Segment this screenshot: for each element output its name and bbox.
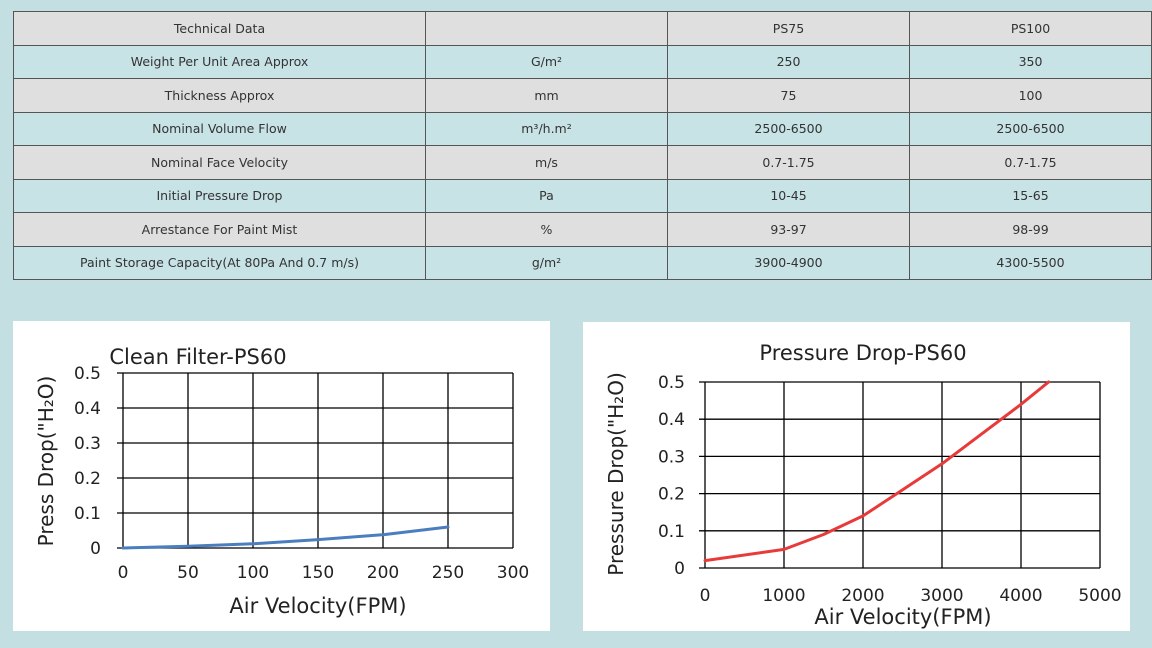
- row-ps75-value: 2500-6500: [667, 111, 910, 146]
- table-row: Nominal Volume Flow m³/h.m² 2500-6500 25…: [13, 111, 1152, 146]
- y-tick-label: 0.4: [658, 410, 685, 430]
- row-ps100-value: 100: [909, 78, 1152, 113]
- table-row: Thickness Approx mm 75 100: [13, 78, 1152, 113]
- technical-data-table-wrap: Technical Data PS75 PS100 Weight Per Uni…: [13, 11, 1152, 280]
- header-ps75: PS75: [667, 11, 910, 46]
- x-axis-label: Air Velocity(FPM): [814, 605, 991, 629]
- x-tick-label: 300: [497, 563, 529, 583]
- x-axis-label: Air Velocity(FPM): [229, 594, 406, 618]
- row-unit: m³/h.m²: [425, 111, 668, 146]
- row-label: Nominal Face Velocity: [13, 145, 426, 180]
- row-unit: G/m²: [425, 44, 668, 79]
- y-tick-label: 0.5: [658, 373, 685, 393]
- y-axis-label: Pressure Drop("H₂O): [604, 372, 628, 575]
- pressure-drop-chart-panel: 0 1000 2000 3000 4000 5000 0 0.1 0.2 0.3 0.4 0.5 Pre…: [583, 322, 1130, 631]
- technical-data-table: Technical Data PS75 PS100 Weight Per Uni…: [13, 11, 1152, 280]
- y-tick-label: 0.2: [74, 469, 101, 489]
- row-unit: g/m²: [425, 245, 668, 280]
- table-row: Arrestance For Paint Mist % 93-97 98-99: [13, 212, 1152, 247]
- table-row: Initial Pressure Drop Pa 10-45 15-65: [13, 178, 1152, 213]
- x-tick-label: 5000: [1078, 586, 1121, 606]
- x-tick-label: 250: [432, 563, 464, 583]
- y-tick-label: 0.3: [74, 434, 101, 454]
- row-ps100-value: 4300-5500: [909, 245, 1152, 280]
- x-tick-label: 200: [367, 563, 399, 583]
- row-ps75-value: 93-97: [667, 212, 910, 247]
- x-tick-label: 3000: [920, 586, 963, 606]
- row-label: Initial Pressure Drop: [13, 178, 426, 213]
- row-label: Nominal Volume Flow: [13, 111, 426, 146]
- header-ps100: PS100: [909, 11, 1152, 46]
- x-tick-label: 4000: [999, 586, 1042, 606]
- row-unit: m/s: [425, 145, 668, 180]
- series-line: [121, 525, 450, 550]
- row-unit: %: [425, 212, 668, 247]
- y-tick-label: 0.2: [658, 485, 685, 505]
- x-tick-label: 0: [700, 586, 711, 606]
- y-axis-label: Press Drop("H₂O): [34, 376, 58, 547]
- row-ps100-value: 15-65: [909, 178, 1152, 213]
- y-tick-label: 0.3: [658, 447, 685, 467]
- row-unit: mm: [425, 78, 668, 113]
- clean-filter-chart-panel: 0 50 100 150 200 250 300 0 0.1 0.2 0.3 0.4 0.5 Clean …: [13, 321, 550, 631]
- row-ps100-value: 350: [909, 44, 1152, 79]
- y-tick-label: 0.4: [74, 399, 101, 419]
- row-ps75-value: 10-45: [667, 178, 910, 213]
- row-ps75-value: 250: [667, 44, 910, 79]
- y-tick-label: 0: [674, 559, 685, 579]
- row-ps100-value: 0.7-1.75: [909, 145, 1152, 180]
- row-label: Arrestance For Paint Mist: [13, 212, 426, 247]
- y-tick-label: 0.1: [74, 504, 101, 524]
- header-technical-data: Technical Data: [13, 11, 426, 46]
- row-ps75-value: 75: [667, 78, 910, 113]
- table-row: Nominal Face Velocity m/s 0.7-1.75 0.7-1…: [13, 145, 1152, 180]
- pressure-drop-chart: 0 1000 2000 3000 4000 5000 0 0.1 0.2 0.3 0.4 0.5 Pre…: [604, 341, 1122, 629]
- y-tick-label: 0: [90, 539, 101, 559]
- x-tick-label: 100: [237, 563, 269, 583]
- table-header-row: Technical Data PS75 PS100: [13, 11, 1152, 46]
- chart-title: Clean Filter-PS60: [109, 345, 286, 369]
- x-tick-label: 50: [177, 563, 199, 583]
- table-row: Paint Storage Capacity(At 80Pa And 0.7 m…: [13, 245, 1152, 280]
- row-ps75-value: 0.7-1.75: [667, 145, 910, 180]
- header-unit: [425, 11, 668, 46]
- row-label: Paint Storage Capacity(At 80Pa And 0.7 m…: [13, 245, 426, 280]
- x-tick-label: 150: [302, 563, 334, 583]
- table-row: Weight Per Unit Area Approx G/m² 250 350: [13, 44, 1152, 79]
- x-tick-label: 0: [118, 563, 129, 583]
- row-label: Weight Per Unit Area Approx: [13, 44, 426, 79]
- x-tick-label: 1000: [762, 586, 805, 606]
- row-unit: Pa: [425, 178, 668, 213]
- clean-filter-chart: 0 50 100 150 200 250 300 0 0.1 0.2 0.3 0.4 0.5 Clean …: [34, 345, 529, 618]
- row-label: Thickness Approx: [13, 78, 426, 113]
- series-line: [703, 380, 1051, 563]
- y-tick-label: 0.5: [74, 364, 101, 384]
- row-ps100-value: 98-99: [909, 212, 1152, 247]
- y-tick-label: 0.1: [658, 522, 685, 542]
- row-ps100-value: 2500-6500: [909, 111, 1152, 146]
- row-ps75-value: 3900-4900: [667, 245, 910, 280]
- x-tick-label: 2000: [841, 586, 884, 606]
- chart-title: Pressure Drop-PS60: [759, 341, 966, 365]
